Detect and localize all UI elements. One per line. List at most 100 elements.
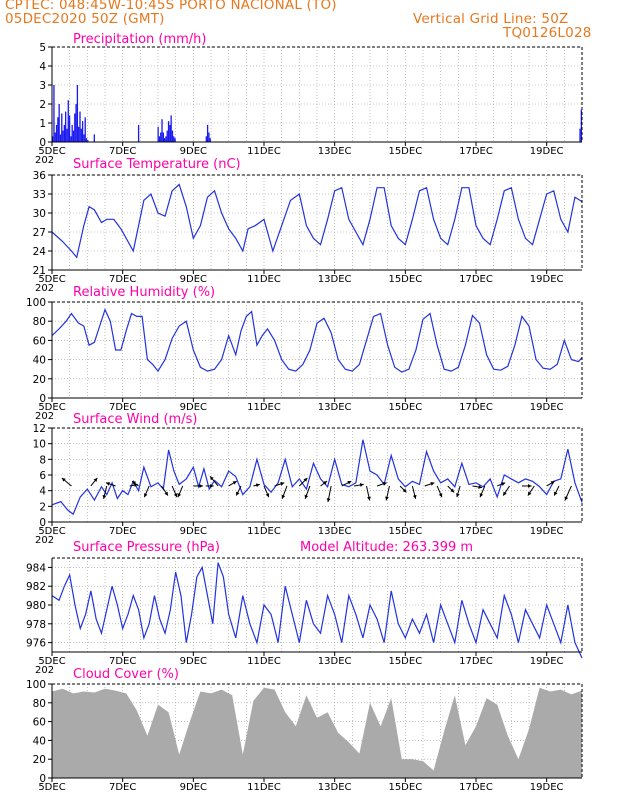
panel-3: 0 20 40 60 80 100 5DEC 7DEC 9DEC 11DEC 13DEC 15DEC 1… xyxy=(26,285,583,422)
wind-vector-head xyxy=(326,498,331,502)
x-tick-label: 17DEC xyxy=(459,274,493,285)
y-tick-label: 20 xyxy=(33,374,46,386)
x-tick-label: 13DEC xyxy=(318,782,352,793)
x-year-stub: 202 xyxy=(35,411,54,422)
y-tick-label: 30 xyxy=(33,208,46,220)
y-tick-label: 10 xyxy=(33,439,46,451)
x-tick-label: 9DEC xyxy=(180,656,207,667)
model-id: TQ0126L028 xyxy=(503,25,592,41)
precip-bar xyxy=(206,124,209,142)
x-tick-label: 19DEC xyxy=(530,782,564,793)
precip-bar xyxy=(63,124,66,142)
precip-bar xyxy=(76,85,79,142)
y-tick-label: 33 xyxy=(33,189,46,201)
precip-bar xyxy=(62,130,64,142)
y-tick-label: 0 xyxy=(39,393,46,405)
x-year-stub: 202 xyxy=(35,155,54,166)
x-tick-label: 7DEC xyxy=(109,146,136,157)
precip-bar xyxy=(209,138,211,142)
x-tick-label: 19DEC xyxy=(530,526,564,537)
y-tick-label: 0 xyxy=(39,517,46,529)
precip-bar xyxy=(170,115,172,142)
precip-bar xyxy=(59,134,62,142)
wind-vector-head xyxy=(430,482,435,486)
x-tick-label: 15DEC xyxy=(388,782,422,793)
y-tick-label: 20 xyxy=(33,754,46,766)
grid-line-note: Vertical Grid Line: 50Z xyxy=(413,11,569,27)
precip-bar xyxy=(55,124,58,142)
x-tick-label: 19DEC xyxy=(530,274,564,285)
precip-bar xyxy=(161,119,163,142)
wind-vector-head xyxy=(143,493,148,498)
precip-bar xyxy=(65,111,67,142)
x-tick-label: 9DEC xyxy=(180,274,207,285)
wind-vector-head xyxy=(102,494,107,499)
wind-vector-head xyxy=(564,496,569,501)
x-tick-label: 11DEC xyxy=(247,656,281,667)
wind-vector-head xyxy=(385,496,389,501)
y-tick-label: 60 xyxy=(33,717,46,729)
x-tick-label: 11DEC xyxy=(247,146,281,157)
precip-bar xyxy=(580,109,582,142)
x-tick-label: 15DEC xyxy=(388,526,422,537)
precip-bar xyxy=(68,115,71,142)
wind-vector-head xyxy=(177,493,182,498)
y-tick-label: 6 xyxy=(39,470,46,482)
x-tick-label: 19DEC xyxy=(530,402,564,413)
wind-vector-head xyxy=(456,493,460,498)
x-year-stub: 202 xyxy=(35,665,54,676)
y-tick-label: 984 xyxy=(26,562,46,574)
precip-bar xyxy=(169,124,171,142)
y-tick-label: 1 xyxy=(39,118,46,130)
precip-bar xyxy=(57,117,59,142)
precip-bar xyxy=(171,130,174,142)
wind-vector-head xyxy=(322,481,327,485)
y-tick-label: 27 xyxy=(33,227,46,239)
precip-bar xyxy=(71,124,73,142)
panel-1: 0 1 2 3 4 5 5DEC 7DEC 9DEC 11DEC 13DEC 15DEC 17DEC 19… xyxy=(35,32,583,166)
wind-vector-head xyxy=(438,493,443,498)
x-tick-label: 9DEC xyxy=(180,782,207,793)
y-tick-label: 976 xyxy=(26,638,46,650)
wind-vector-head xyxy=(255,483,260,488)
precip-bar xyxy=(162,132,164,142)
wind-vector-head xyxy=(236,491,240,496)
panel-title: Relative Humidity (%) xyxy=(73,285,215,300)
y-tick-label: 80 xyxy=(33,316,46,328)
y-tick-label: 982 xyxy=(26,581,46,593)
x-tick-label: 5DEC xyxy=(38,274,65,285)
y-tick-label: 3 xyxy=(39,80,46,92)
y-tick-label: 24 xyxy=(33,246,47,258)
x-tick-label: 13DEC xyxy=(318,656,352,667)
x-tick-label: 11DEC xyxy=(247,274,281,285)
x-tick-label: 5DEC xyxy=(38,146,65,157)
x-tick-label: 17DEC xyxy=(459,526,493,537)
x-tick-label: 7DEC xyxy=(109,526,136,537)
x-tick-label: 9DEC xyxy=(180,526,207,537)
wind-vector-head xyxy=(412,494,417,499)
x-tick-label: 15DEC xyxy=(388,656,422,667)
x-tick-label: 15DEC xyxy=(388,274,422,285)
y-tick-label: 0 xyxy=(39,773,46,785)
panel-subtitle: Model Altitude: 263.399 m xyxy=(300,540,473,555)
x-tick-label: 13DEC xyxy=(318,146,352,157)
wind-vector-head xyxy=(164,491,168,496)
panel-title: Cloud Cover (%) xyxy=(73,667,179,682)
precip-bar xyxy=(160,132,162,142)
wind-vector-head xyxy=(527,491,532,496)
precip-bar xyxy=(165,136,167,142)
precip-bar xyxy=(80,128,82,142)
x-tick-label: 17DEC xyxy=(459,402,493,413)
precip-bar xyxy=(52,136,54,142)
wind-vector-head xyxy=(106,482,110,486)
panel-5: 976 978 980 982 984 5DEC 7DEC 9DEC 11DEC 13DEC 15D… xyxy=(26,540,583,676)
precip-bar xyxy=(85,138,88,142)
series-line xyxy=(51,183,583,259)
wind-vector-head xyxy=(304,494,309,499)
x-year-stub: 202 xyxy=(35,283,54,294)
precip-bar xyxy=(81,121,84,142)
y-tick-label: 100 xyxy=(26,679,46,691)
precip-bar xyxy=(93,134,95,142)
panel-title: Surface Temperature (nC) xyxy=(73,157,241,172)
